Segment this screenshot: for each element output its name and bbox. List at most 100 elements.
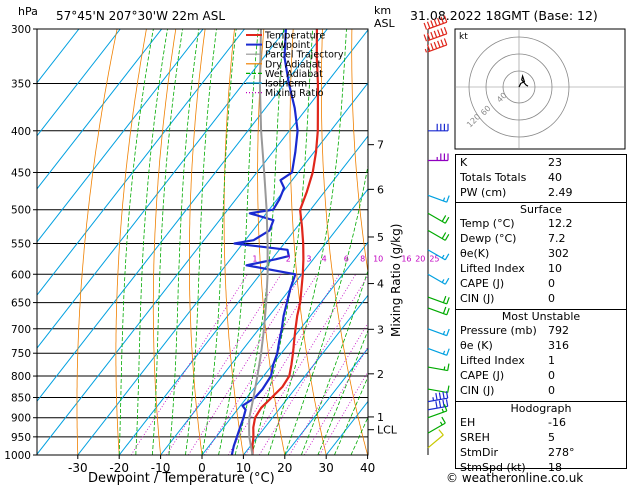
- wind-barb: [427, 212, 450, 224]
- pressure-tick-label: 850: [11, 392, 31, 404]
- pressure-tick-label: 300: [11, 24, 31, 36]
- pressure-tick-label: 950: [11, 432, 31, 444]
- mixing-ratio-tick-label: 2: [286, 254, 291, 263]
- index-value: 792: [548, 324, 569, 337]
- index-row: StmSpd (kt) 18: [456, 461, 626, 476]
- index-row: SREH 5: [456, 431, 626, 446]
- index-value: 40: [548, 171, 562, 184]
- wind-barb: [427, 273, 450, 285]
- index-row: θe(K) 302: [456, 247, 626, 262]
- wet-adiabat: [301, 269, 368, 455]
- mixing-ratio-tick-label: 20: [415, 254, 425, 263]
- wind-barb-feather: [443, 15, 448, 23]
- altitude-tick-label: 5: [377, 231, 384, 244]
- wind-barb-feather: [440, 16, 444, 24]
- index-name: CAPE (J): [460, 369, 505, 382]
- legend-label: Wet Adiabat: [265, 69, 323, 80]
- legend-label: Parcel Trajectory: [265, 50, 344, 61]
- index-name: Lifted Index: [460, 354, 525, 367]
- temperature-tick-label: 30: [319, 461, 334, 475]
- wind-barb-feather: [447, 385, 450, 393]
- mixing-ratio-tick-label: 4: [322, 254, 327, 263]
- wind-barb-feather: [444, 233, 450, 241]
- wind-barb-feather: [437, 17, 441, 25]
- x-axis-label: Dewpoint / Temperature (°C): [88, 471, 275, 486]
- index-value: 278°: [548, 446, 575, 459]
- index-value: 0: [548, 292, 555, 305]
- wet-adiabat: [201, 29, 237, 455]
- dry-adiabat: [189, 29, 206, 455]
- index-name: CAPE (J): [460, 277, 505, 290]
- wind-barb-feather: [430, 43, 434, 51]
- pressure-tick-label: 350: [11, 79, 31, 91]
- pressure-axis: 300 350 400 450 500 550 600 650 700 750 800 850 900 9…: [4, 24, 37, 462]
- section-title: Most Unstable: [501, 310, 581, 323]
- isotherm-line: [201, 241, 368, 455]
- mixing-ratio-tick-label: 1: [252, 254, 257, 263]
- wind-barb: [427, 391, 449, 403]
- index-name: CIN (J): [460, 292, 495, 305]
- index-name: Lifted Index: [460, 262, 525, 275]
- legend-label: Temperature: [264, 31, 325, 42]
- wind-barb: [427, 385, 450, 394]
- pressure-tick-label: 900: [11, 413, 31, 425]
- wind-barb-feather: [426, 21, 431, 29]
- altitude-tick-label: 2: [377, 368, 384, 381]
- isotherm-line: [37, 29, 368, 455]
- wind-barb-feather: [438, 400, 442, 408]
- hodograph-units: kt: [459, 32, 468, 42]
- altitude-tick-label: 4: [377, 278, 384, 291]
- dry-adiabat: [223, 29, 244, 455]
- hpa-label: hPa: [18, 5, 38, 18]
- wind-barb-feather: [430, 20, 434, 28]
- wind-barb-feather: [440, 39, 444, 47]
- index-name: SREH: [460, 431, 490, 444]
- wind-barb-shaft: [427, 44, 447, 53]
- wind-barb: [427, 404, 448, 419]
- wind-barb-feather: [442, 399, 445, 408]
- datetime-title: 31.08.2022 18GMT (Base: 12): [410, 8, 598, 23]
- section-title: Surface: [520, 203, 562, 216]
- altitude-tick-label: 1: [377, 411, 384, 424]
- mixing-ratio-line: [130, 274, 248, 455]
- wet-adiabat: [168, 29, 200, 455]
- wet-adiabat: [185, 29, 217, 455]
- wind-barb-shaft: [427, 249, 446, 261]
- wind-barb-shaft: [427, 229, 446, 241]
- temperature-axis: -30 -20 -10 0 10 20 30 40: [68, 455, 375, 475]
- index-row: PW (cm) 2.49: [456, 186, 626, 201]
- wind-barb-feather: [423, 22, 428, 30]
- separator: [456, 202, 626, 203]
- wind-barb-feather: [443, 404, 448, 412]
- isotherm-line: [37, 29, 204, 243]
- index-value: 5: [548, 431, 555, 444]
- dry-adiabat: [152, 29, 177, 455]
- isotherm-line: [37, 29, 163, 190]
- altitude-tick-label: LCL: [377, 424, 398, 437]
- wind-barb: [423, 15, 448, 30]
- index-row: EH -16: [456, 416, 626, 431]
- index-row: Lifted Index 10: [456, 262, 626, 277]
- wind-barb-feather: [445, 391, 449, 399]
- wind-barb-feather: [446, 195, 450, 203]
- index-name: K: [460, 156, 468, 169]
- mixing-ratio-line: [188, 274, 303, 455]
- wind-barb-feather: [433, 30, 438, 38]
- wind-barb-feather: [439, 421, 443, 426]
- wind-barb-feather: [446, 328, 450, 336]
- wind-barb-feather: [437, 40, 441, 48]
- km-label: km: [374, 4, 391, 17]
- index-row: Dewp (°C) 7.2: [456, 232, 626, 247]
- index-name: StmDir: [460, 446, 499, 459]
- mixing-ratio-labels: 1 2 3 4 6 8 10 16 20 25: [252, 254, 439, 263]
- index-row: Totals Totals 40: [456, 171, 626, 186]
- pressure-tick-label: 450: [11, 167, 31, 179]
- wind-barb: [427, 429, 444, 449]
- isotherm-line: [243, 294, 368, 455]
- temperature-tick-label: 10: [236, 461, 251, 475]
- wet-adiabat: [267, 29, 347, 455]
- wind-barb: [423, 26, 448, 42]
- index-name: θe(K): [460, 247, 490, 260]
- wind-barb: [424, 38, 448, 53]
- wind-barb-feather: [441, 416, 446, 424]
